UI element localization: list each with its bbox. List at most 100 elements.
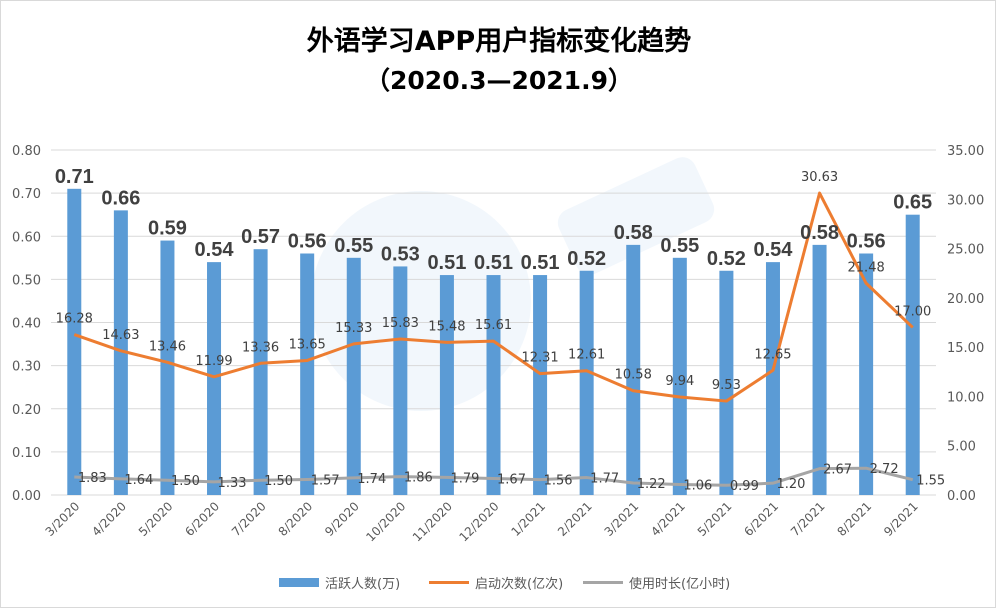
legend-item-duration: 使用时长(亿小时) <box>583 573 730 592</box>
x-axis-tick: 8/2020 <box>276 499 316 539</box>
launches-data-label: 11.99 <box>195 354 232 369</box>
bar <box>626 244 641 495</box>
left-axis-tick: 0.10 <box>12 446 41 461</box>
bar-data-label: 0.55 <box>334 235 373 257</box>
legend-swatch <box>429 581 469 584</box>
legend-swatch <box>583 581 623 584</box>
launches-data-label: 12.65 <box>754 347 791 362</box>
duration-data-label: 1.74 <box>357 472 386 487</box>
bar <box>905 214 920 495</box>
duration-data-label: 1.20 <box>776 477 805 492</box>
x-axis-tick: 5/2021 <box>695 499 735 539</box>
x-axis-tick: 5/2020 <box>136 499 176 539</box>
launches-data-label: 15.48 <box>428 319 465 334</box>
x-axis-tick: 7/2020 <box>229 499 269 539</box>
bar <box>765 262 780 495</box>
launches-data-label: 17.00 <box>894 304 931 319</box>
x-axis-tick: 10/2020 <box>363 499 408 544</box>
bar-data-label: 0.58 <box>800 222 839 244</box>
bar-data-label: 0.51 <box>521 252 560 274</box>
launches-data-label: 21.48 <box>848 260 885 275</box>
chart-subtitle: （2020.3—2021.9） <box>365 66 633 95</box>
left-axis-tick: 0.70 <box>12 187 41 202</box>
launches-data-label: 30.63 <box>801 170 838 185</box>
bar-data-label: 0.52 <box>707 248 746 270</box>
bar-data-label: 0.57 <box>241 226 280 248</box>
bar-data-label: 0.66 <box>101 187 140 209</box>
left-axis-tick: 0.50 <box>12 273 41 288</box>
duration-data-label: 1.79 <box>450 471 479 486</box>
duration-data-label: 1.22 <box>637 477 666 492</box>
x-axis-tick: 11/2020 <box>410 499 455 544</box>
duration-data-label: 1.67 <box>497 473 526 488</box>
launches-data-label: 15.83 <box>382 316 419 331</box>
watermark-logo-badge <box>557 157 715 275</box>
duration-data-label: 0.99 <box>730 479 759 494</box>
bar <box>533 275 548 495</box>
bar <box>207 262 222 495</box>
legend-item-bar: 活跃人数(万) <box>279 573 400 592</box>
duration-data-label: 1.57 <box>311 474 340 489</box>
bar-data-label: 0.55 <box>660 235 699 257</box>
launches-data-label: 13.46 <box>149 339 186 354</box>
bar <box>253 249 268 495</box>
left-axis-tick: 0.20 <box>12 403 41 418</box>
duration-line <box>74 466 914 487</box>
watermark-logo <box>311 191 531 411</box>
launches-data-label: 16.28 <box>56 312 93 327</box>
launches-data-label: 15.61 <box>475 318 512 333</box>
duration-data-label: 1.50 <box>171 474 200 489</box>
x-axis-tick: 3/2021 <box>602 499 642 539</box>
x-axis-tick: 9/2020 <box>322 499 362 539</box>
duration-data-label: 1.06 <box>683 479 712 494</box>
legend-swatch <box>279 578 319 587</box>
duration-data-label: 2.72 <box>870 462 899 477</box>
legend-label: 启动次数(亿次) <box>475 577 564 592</box>
legend-label: 使用时长(亿小时) <box>629 577 731 592</box>
duration-data-label: 1.64 <box>124 473 153 488</box>
duration-data-label: 1.86 <box>404 471 433 486</box>
right-axis-tick: 35.00 <box>947 144 984 159</box>
legend-label: 活跃人数(万) <box>325 577 401 592</box>
bar-data-label: 0.56 <box>847 231 886 253</box>
bar-data-label: 0.54 <box>195 239 235 261</box>
duration-data-label: 1.83 <box>78 471 107 486</box>
duration-data-label: 1.55 <box>916 474 945 489</box>
bar <box>67 188 82 495</box>
duration-data-label: 2.67 <box>823 463 852 478</box>
right-axis-tick: 0.00 <box>947 489 976 504</box>
x-axis-tick: 6/2020 <box>182 499 222 539</box>
x-axis-tick: 12/2020 <box>456 499 501 544</box>
bar <box>859 253 874 495</box>
bar-data-label: 0.71 <box>55 166 94 188</box>
duration-data-label: 1.56 <box>544 474 573 489</box>
bar <box>300 253 315 495</box>
launches-data-label: 14.63 <box>102 328 139 343</box>
launches-data-label: 12.61 <box>568 348 605 363</box>
launches-data-label: 15.33 <box>335 321 372 336</box>
bar <box>486 275 501 495</box>
x-axis-tick: 7/2021 <box>788 499 828 539</box>
bar <box>719 270 734 495</box>
right-axis-tick: 20.00 <box>947 292 984 307</box>
launches-data-label: 9.53 <box>712 378 741 393</box>
launches-data-label: 13.36 <box>242 340 279 355</box>
bar-data-label: 0.59 <box>148 218 187 240</box>
chart-title: 外语学习APP用户指标变化趋势 <box>306 26 692 57</box>
left-axis-tick: 0.30 <box>12 360 41 375</box>
bar <box>579 270 594 495</box>
bar <box>812 244 827 495</box>
left-axis-tick: 0.60 <box>12 230 41 245</box>
bar <box>113 210 128 495</box>
bar-data-label: 0.58 <box>614 222 653 244</box>
bar <box>346 257 361 495</box>
bar-data-label: 0.65 <box>893 192 932 214</box>
x-axis-tick: 1/2021 <box>508 499 548 539</box>
right-axis-tick: 10.00 <box>947 390 984 405</box>
x-axis-tick: 3/2020 <box>43 499 83 539</box>
right-axis-tick: 5.00 <box>947 440 976 455</box>
bar-data-label: 0.56 <box>288 231 327 253</box>
duration-data-label: 1.50 <box>264 474 293 489</box>
